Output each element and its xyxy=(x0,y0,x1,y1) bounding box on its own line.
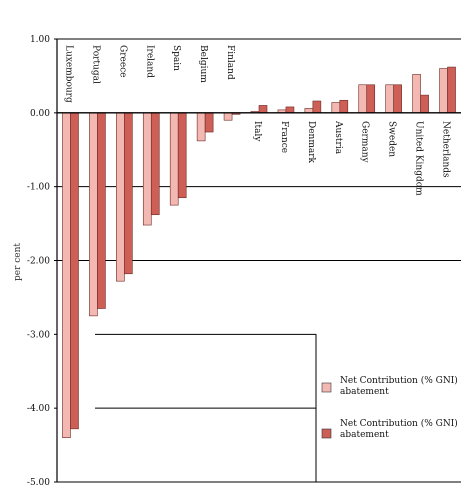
category-label: Belgium xyxy=(198,45,208,83)
bar-before-spain xyxy=(169,112,179,206)
bar-before-ireland xyxy=(142,112,152,226)
bar-after-netherlands xyxy=(447,66,456,114)
category-label: Spain xyxy=(171,45,181,71)
y-tick-label: -2.00 xyxy=(27,257,50,267)
category-label: France xyxy=(279,121,289,153)
category-label: Sweden xyxy=(387,121,397,157)
bar-after-belgium xyxy=(204,112,214,133)
category-label: Luxembourg xyxy=(63,45,73,103)
bar-after-ireland xyxy=(150,112,160,216)
category-label: Greece xyxy=(117,45,127,78)
y-tick-label: 1.00 xyxy=(30,35,50,45)
y-tick-label: -1.00 xyxy=(27,183,50,193)
legend-swatch-before xyxy=(321,382,332,393)
bar-after-italy xyxy=(258,105,268,114)
category-label: Ireland xyxy=(144,45,154,78)
bar-before-united-kingdom xyxy=(412,74,421,114)
category-label: Portugal xyxy=(90,45,100,84)
bar-after-united-kingdom xyxy=(420,94,429,114)
bar-after-germany xyxy=(366,84,376,114)
bar-before-austria xyxy=(331,102,341,114)
bar-before-sweden xyxy=(385,84,394,114)
y-tick-label: -3.00 xyxy=(27,330,50,340)
bar-after-sweden xyxy=(393,84,402,114)
bar-before-netherlands xyxy=(439,68,448,114)
legend-label-after: Net Contribution (% GNI) after abatement xyxy=(340,418,461,440)
bar-after-spain xyxy=(177,112,187,199)
category-label: Denmark xyxy=(306,121,316,164)
legend: Net Contribution (% GNI) before abatemen… xyxy=(321,375,461,440)
category-label: Italy xyxy=(252,121,262,142)
bars xyxy=(62,66,456,439)
y-axis-title: per cent xyxy=(13,243,23,281)
bar-before-belgium xyxy=(196,112,206,142)
legend-label-before: Net Contribution (% GNI) before abatemen… xyxy=(340,375,461,397)
y-tick-label: -5.00 xyxy=(27,478,50,486)
category-label: Finland xyxy=(225,45,235,80)
category-label: United Kingdom xyxy=(414,121,424,196)
bar-after-luxembourg xyxy=(70,112,79,430)
y-tick-label: 0.00 xyxy=(30,109,50,119)
bar-after-greece xyxy=(124,112,133,275)
bar-before-luxembourg xyxy=(62,112,71,439)
bar-before-portugal xyxy=(89,112,98,317)
bar-before-germany xyxy=(358,84,368,114)
category-label: Austria xyxy=(333,120,343,155)
bar-before-greece xyxy=(116,112,125,282)
category-labels: Luxembourg Portugal Greece Ireland Spain Belg… xyxy=(63,45,450,196)
legend-swatch-after xyxy=(321,428,332,439)
bar-after-portugal xyxy=(97,112,106,309)
bar-before-finland xyxy=(223,112,233,121)
category-label: Germany xyxy=(360,121,370,164)
bar-after-france xyxy=(285,106,295,114)
category-label: Netherlands xyxy=(441,121,451,178)
y-tick-labels: 1.00 0.00 -1.00 -2.00 -3.00 -4.00 -5.00 xyxy=(27,35,57,486)
bar-after-austria xyxy=(339,99,349,114)
bar-after-denmark xyxy=(312,100,322,114)
y-tick-label: -4.00 xyxy=(27,404,50,414)
